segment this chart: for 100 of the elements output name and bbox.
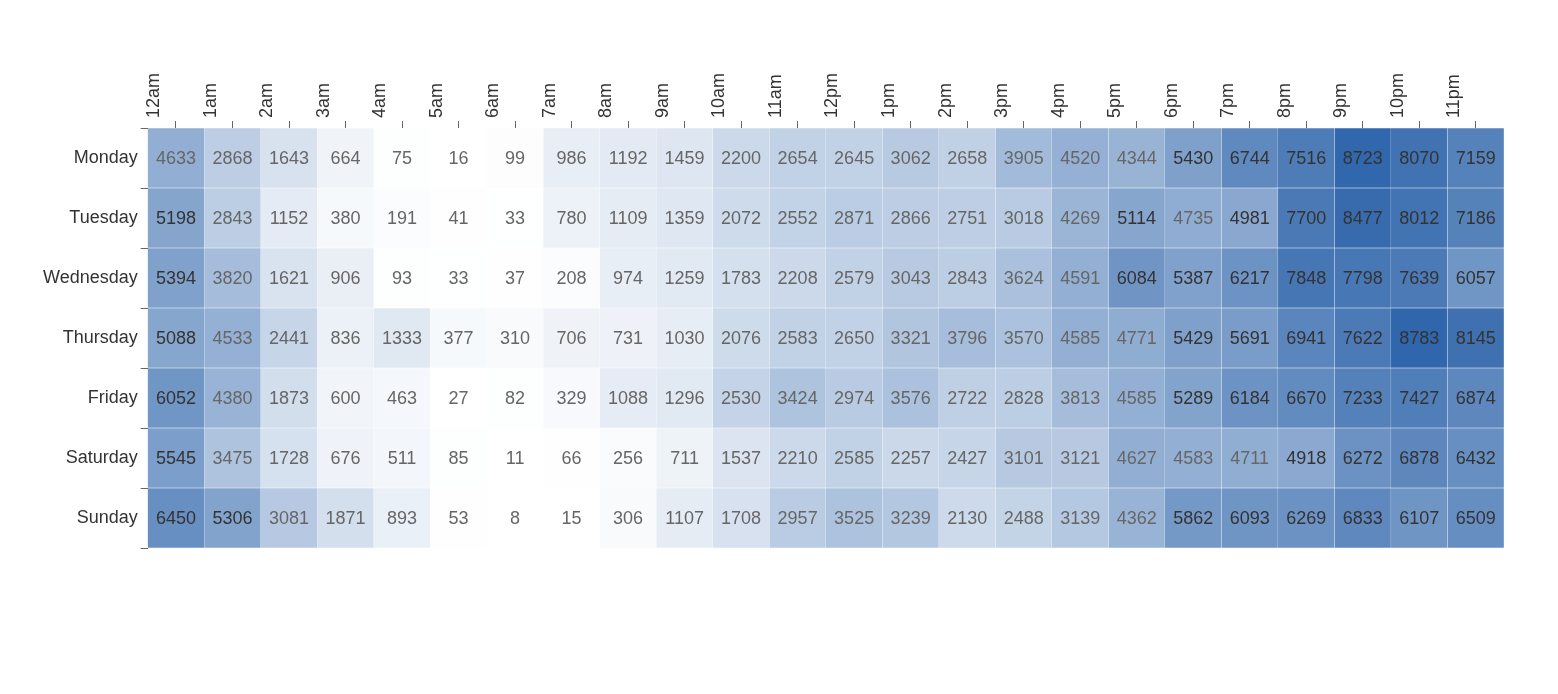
data-label: 329 <box>556 387 587 408</box>
data-label: 6272 <box>1342 447 1383 468</box>
data-label: 3424 <box>777 387 818 408</box>
data-label: 6084 <box>1116 267 1157 288</box>
data-label: 6052 <box>155 387 197 408</box>
data-label: 836 <box>330 327 361 348</box>
data-label: 676 <box>330 447 361 468</box>
data-label: 8783 <box>1399 327 1440 348</box>
data-label: 7848 <box>1286 267 1327 288</box>
x-tick-label: 4pm <box>1047 83 1068 119</box>
data-label: 2210 <box>777 447 818 468</box>
data-label: 1871 <box>325 507 366 528</box>
data-label: 7159 <box>1455 147 1496 168</box>
data-label: 600 <box>330 387 361 408</box>
x-tick-label: 12pm <box>821 73 842 119</box>
data-label: 2427 <box>947 447 988 468</box>
data-label: 7798 <box>1342 267 1383 288</box>
x-tick-label: 1pm <box>878 83 898 119</box>
data-label: 3813 <box>1060 387 1101 408</box>
data-label: 2722 <box>947 387 988 408</box>
data-label: 731 <box>613 327 644 348</box>
data-label: 7233 <box>1342 387 1383 408</box>
data-label: 3576 <box>890 387 931 408</box>
data-label: 906 <box>330 267 361 288</box>
x-tick-label: 8pm <box>1273 83 1294 119</box>
data-label: 1783 <box>721 267 762 288</box>
data-label: 33 <box>448 267 469 288</box>
data-label: 8145 <box>1455 327 1496 348</box>
x-tick-label: 10am <box>708 73 729 119</box>
data-label: 4585 <box>1116 387 1157 408</box>
data-label: 5198 <box>155 207 197 228</box>
data-label: 2208 <box>777 267 818 288</box>
x-tick-label: 9pm <box>1330 83 1351 119</box>
data-label: 2200 <box>721 147 762 168</box>
data-label: 380 <box>330 207 361 228</box>
data-label: 5429 <box>1173 327 1214 348</box>
data-label: 3121 <box>1060 447 1101 468</box>
data-label: 2843 <box>947 267 988 288</box>
data-label: 2585 <box>834 447 875 468</box>
x-tick-label: 7am <box>538 83 559 119</box>
data-label: 66 <box>561 447 582 468</box>
data-label: 6450 <box>155 507 197 528</box>
data-label: 15 <box>561 507 582 528</box>
data-label: 8 <box>510 507 521 528</box>
data-label: 511 <box>387 447 417 468</box>
x-tick-label: 4am <box>369 83 390 119</box>
data-label: 11 <box>505 447 525 468</box>
data-label: 3018 <box>1003 207 1044 228</box>
data-label: 2654 <box>777 147 818 168</box>
data-label: 4711 <box>1230 447 1270 468</box>
data-label: 3570 <box>1003 327 1044 348</box>
data-label: 2866 <box>890 207 931 228</box>
x-tick-label: 11am <box>764 74 785 119</box>
data-label: 711 <box>670 447 699 468</box>
y-tick-label: Friday <box>87 386 138 407</box>
data-label: 82 <box>505 387 526 408</box>
data-label: 1088 <box>608 387 649 408</box>
data-label: 6874 <box>1455 387 1496 408</box>
data-label: 3905 <box>1003 147 1044 168</box>
data-label: 6878 <box>1399 447 1440 468</box>
data-label: 5289 <box>1173 387 1214 408</box>
y-tick-label: Wednesday <box>42 266 138 287</box>
data-label: 4520 <box>1060 147 1101 168</box>
data-label: 2257 <box>890 447 931 468</box>
data-label: 85 <box>448 447 469 468</box>
data-label: 7622 <box>1342 327 1383 348</box>
data-label: 33 <box>505 207 526 228</box>
data-label: 4380 <box>212 387 253 408</box>
data-label: 1643 <box>268 147 310 168</box>
x-tick-label: 3am <box>312 83 333 119</box>
x-tick-label: 12am <box>143 73 164 119</box>
data-label: 1537 <box>721 447 762 468</box>
data-label: 6432 <box>1455 447 1496 468</box>
data-label: 27 <box>448 387 469 408</box>
data-label: 4533 <box>212 327 253 348</box>
data-label: 2650 <box>834 327 875 348</box>
data-label: 93 <box>392 267 413 288</box>
y-tick-label: Tuesday <box>69 206 138 227</box>
data-label: 4591 <box>1060 267 1101 288</box>
data-label: 1459 <box>664 147 705 168</box>
data-label: 2957 <box>777 507 818 528</box>
data-label: 4981 <box>1229 207 1270 228</box>
data-label: 16 <box>448 147 469 168</box>
data-label: 664 <box>330 147 361 168</box>
data-label: 7427 <box>1399 387 1440 408</box>
data-label: 310 <box>500 327 531 348</box>
data-label: 5088 <box>155 327 197 348</box>
data-label: 5306 <box>212 507 253 528</box>
data-label: 706 <box>556 327 587 348</box>
data-label: 2751 <box>947 207 988 228</box>
data-label: 1152 <box>269 207 309 228</box>
data-label: 208 <box>556 267 587 288</box>
data-label: 6744 <box>1229 147 1270 168</box>
data-label: 6833 <box>1342 507 1383 528</box>
y-tick-label: Thursday <box>62 326 138 347</box>
data-label: 3796 <box>947 327 988 348</box>
data-label: 6269 <box>1286 507 1327 528</box>
data-label: 8477 <box>1342 207 1383 228</box>
x-tick-label: 2pm <box>934 83 955 119</box>
y-tick-label: Sunday <box>76 506 138 527</box>
